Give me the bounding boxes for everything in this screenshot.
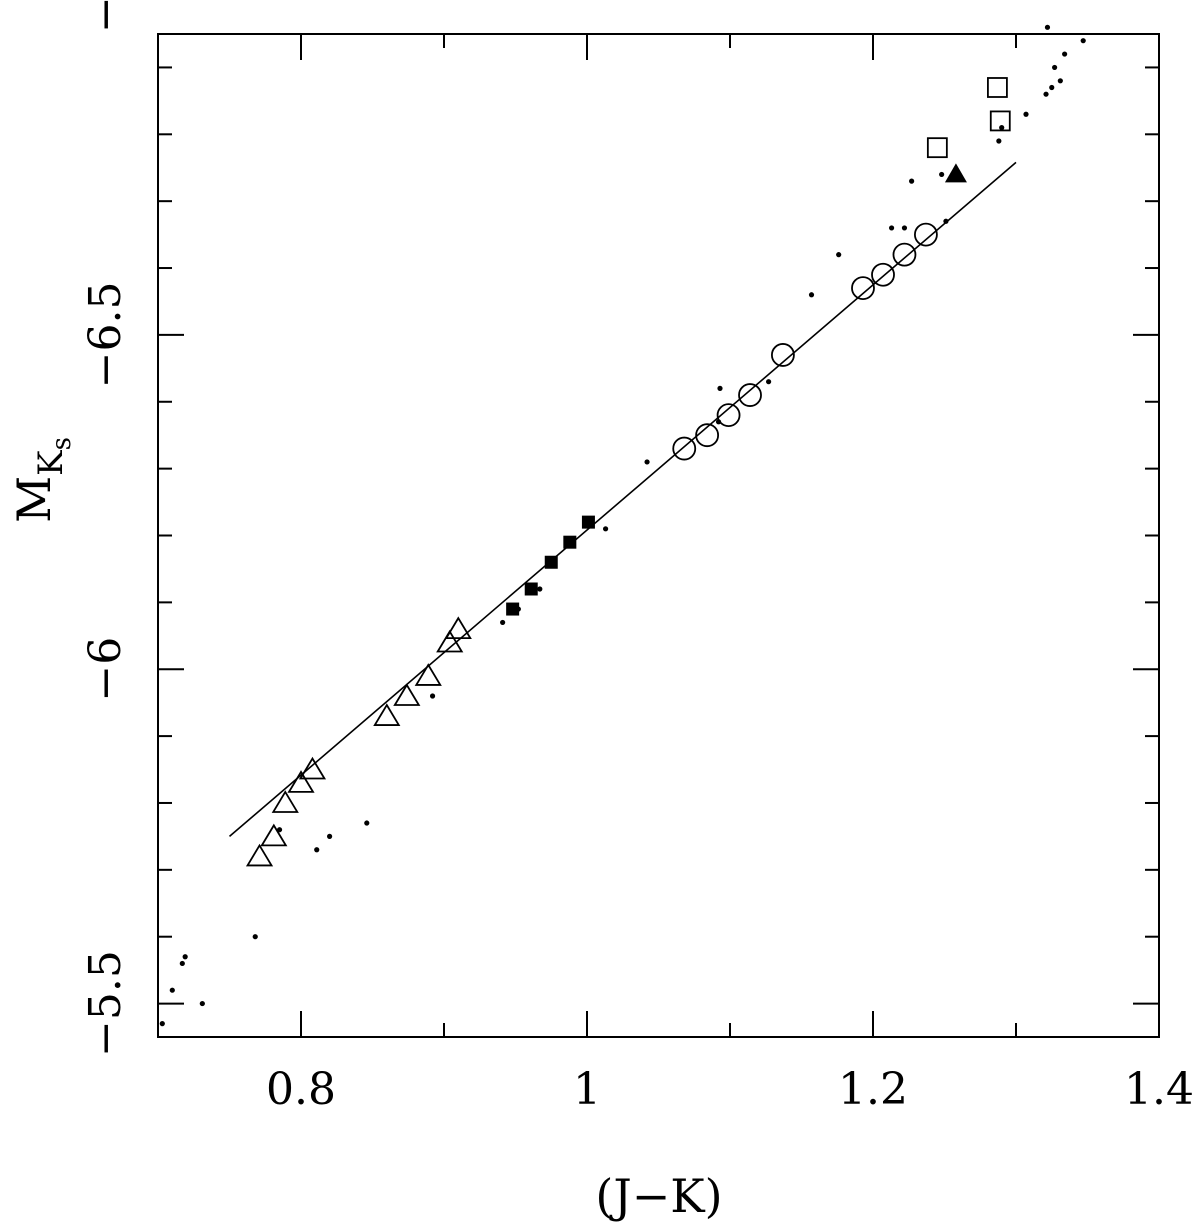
open-circle-point — [771, 343, 795, 367]
dot-point — [644, 459, 650, 465]
open-square-point — [987, 77, 1008, 98]
open-triangle-point — [414, 663, 442, 686]
open-triangle-point — [298, 756, 327, 780]
data-points — [159, 24, 1086, 1027]
dot-point — [1043, 91, 1049, 97]
dot-point — [1062, 51, 1068, 57]
dot-point — [996, 138, 1002, 144]
dot-point — [1049, 84, 1055, 91]
dot-point — [429, 693, 436, 699]
dot-point — [327, 833, 333, 840]
y-tick-label: −5.5 — [80, 950, 131, 1057]
axis-ticks — [157, 34, 1160, 1037]
filled-square-point — [544, 555, 558, 569]
dot-point — [1044, 24, 1051, 30]
y-axis-title-subsub: s — [47, 437, 77, 450]
dot-point — [888, 225, 895, 231]
open-triangle-point — [373, 703, 401, 726]
dot-point — [276, 827, 283, 833]
y-tick-label: −6.5 — [80, 281, 131, 388]
dot-point — [909, 178, 915, 184]
filled-square-point — [581, 515, 595, 529]
y-axis-title-sub: K — [31, 450, 71, 476]
open-circle-point — [892, 242, 917, 267]
dot-point — [766, 379, 772, 385]
dot-point — [314, 847, 320, 853]
open-triangle-point — [245, 843, 274, 867]
x-tick-label: 1.4 — [1124, 1064, 1194, 1115]
filled-square-point — [506, 602, 520, 616]
fit-line — [228, 161, 1017, 838]
open-circle-point — [695, 423, 720, 448]
open-triangle-point — [393, 683, 421, 706]
open-circle-point — [672, 436, 697, 461]
y-tick-label: −6 — [80, 637, 131, 702]
dot-point — [717, 385, 723, 391]
y-axis-title: MKs — [7, 437, 77, 523]
open-square-point — [989, 110, 1011, 132]
open-triangle-point — [260, 823, 288, 847]
open-circle-point — [871, 262, 895, 287]
open-circle-point — [716, 403, 741, 428]
open-triangle-point — [436, 629, 464, 653]
dot-point — [252, 934, 258, 940]
dot-point — [500, 619, 506, 626]
y-tick-label: −7 — [80, 0, 131, 33]
y-axis-title-main: M — [7, 476, 61, 523]
filled-square-point — [524, 582, 538, 596]
open-triangle-point — [271, 790, 299, 813]
x-tick-label: 1.2 — [838, 1064, 908, 1115]
open-triangle-point — [444, 616, 472, 640]
dot-point — [808, 292, 815, 298]
dot-point — [999, 125, 1005, 131]
dot-point — [364, 820, 370, 826]
x-tick-label: 1 — [573, 1064, 601, 1115]
fit-line-group — [228, 161, 1017, 838]
dot-point — [169, 987, 175, 993]
open-square-point — [926, 137, 948, 159]
dot-point — [159, 1021, 165, 1027]
dot-point — [537, 586, 543, 592]
svg-text:MKs: MKs — [7, 437, 77, 523]
dot-point — [199, 1000, 205, 1007]
dot-point — [179, 960, 185, 967]
open-triangle-point — [287, 770, 315, 793]
dot-point — [1023, 111, 1029, 117]
filled-triangle-point — [944, 163, 967, 183]
dot-point — [836, 252, 842, 258]
open-circle-point — [914, 222, 938, 247]
dot-point — [939, 171, 945, 178]
dot-point — [602, 526, 609, 532]
open-circle-point — [738, 383, 762, 407]
plot-frame — [157, 33, 1160, 1038]
x-axis-title: (J−K) — [595, 1169, 722, 1223]
open-circle-point — [851, 276, 875, 300]
filled-square-point — [563, 535, 577, 549]
dot-point — [901, 225, 908, 231]
dot-point — [943, 218, 949, 224]
dot-point — [1052, 64, 1058, 71]
tick-labels: 0.8 1 1.2 1.4 −5.5 −6 −6.5 −7 — [80, 0, 1194, 1115]
dot-point — [1080, 38, 1086, 44]
dot-point — [1057, 78, 1063, 84]
x-tick-label: 0.8 — [266, 1064, 336, 1115]
dot-point — [182, 954, 188, 960]
